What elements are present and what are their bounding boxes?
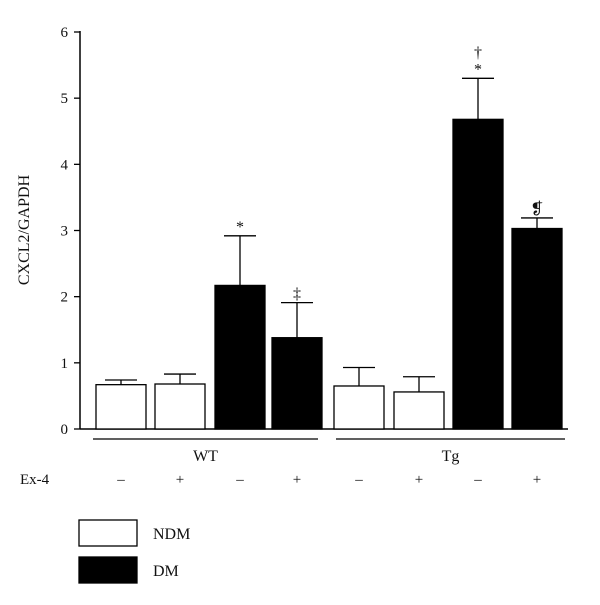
- legend-label-dm: DM: [153, 563, 179, 580]
- legend-swatch-ndm: [78, 519, 138, 547]
- group-label-wt: WT: [193, 448, 218, 465]
- bar-tg-ndm: [333, 385, 385, 430]
- bar-tg-dm: [452, 118, 504, 430]
- y-tick-label: 0: [61, 422, 69, 438]
- significance-marker: ❡: [530, 200, 543, 218]
- y-axis-title: CXCL2/GAPDH: [16, 174, 33, 285]
- bar-wt-dm: [271, 337, 323, 430]
- legend-swatch-dm: [78, 556, 138, 584]
- ex4-sign: +: [176, 472, 184, 488]
- ex4-sign: +: [415, 472, 423, 488]
- legend: NDM DM: [78, 519, 190, 584]
- ex4-row: Ex-4 – + – + – + – +: [20, 472, 541, 488]
- ex4-sign: –: [116, 472, 125, 488]
- significance-annotations: *‡†*❡: [236, 44, 544, 302]
- ex4-sign: +: [293, 472, 301, 488]
- significance-marker: ‡: [293, 286, 301, 303]
- y-tick-label: 2: [61, 290, 69, 306]
- y-tick-label: 5: [61, 91, 69, 107]
- bar-wt-ndm: [95, 384, 147, 430]
- bar-tg-ndm: [393, 391, 445, 430]
- ex4-sign: –: [235, 472, 244, 488]
- y-tick-label: 1: [61, 356, 69, 372]
- significance-marker: †: [474, 44, 482, 61]
- bar-wt-dm: [214, 284, 266, 430]
- ex4-sign: +: [533, 472, 541, 488]
- legend-label-ndm: NDM: [153, 526, 190, 543]
- bar-wt-ndm: [154, 383, 206, 430]
- ex4-sign: –: [473, 472, 482, 488]
- significance-marker: *: [236, 219, 244, 236]
- bars: [95, 118, 563, 430]
- error-bars: [105, 77, 553, 392]
- group-labels: WT Tg: [93, 438, 565, 465]
- ex4-sign: –: [354, 472, 363, 488]
- y-tick-label: 6: [61, 25, 69, 41]
- y-tick-label: 3: [61, 224, 69, 240]
- significance-marker: *: [474, 61, 482, 78]
- y-axis-ticks: 0 1 2 3 4 5 6: [61, 25, 80, 438]
- group-label-tg: Tg: [442, 448, 460, 465]
- ex4-row-label: Ex-4: [20, 472, 50, 488]
- y-tick-label: 4: [61, 157, 69, 173]
- bar-tg-dm: [511, 227, 563, 430]
